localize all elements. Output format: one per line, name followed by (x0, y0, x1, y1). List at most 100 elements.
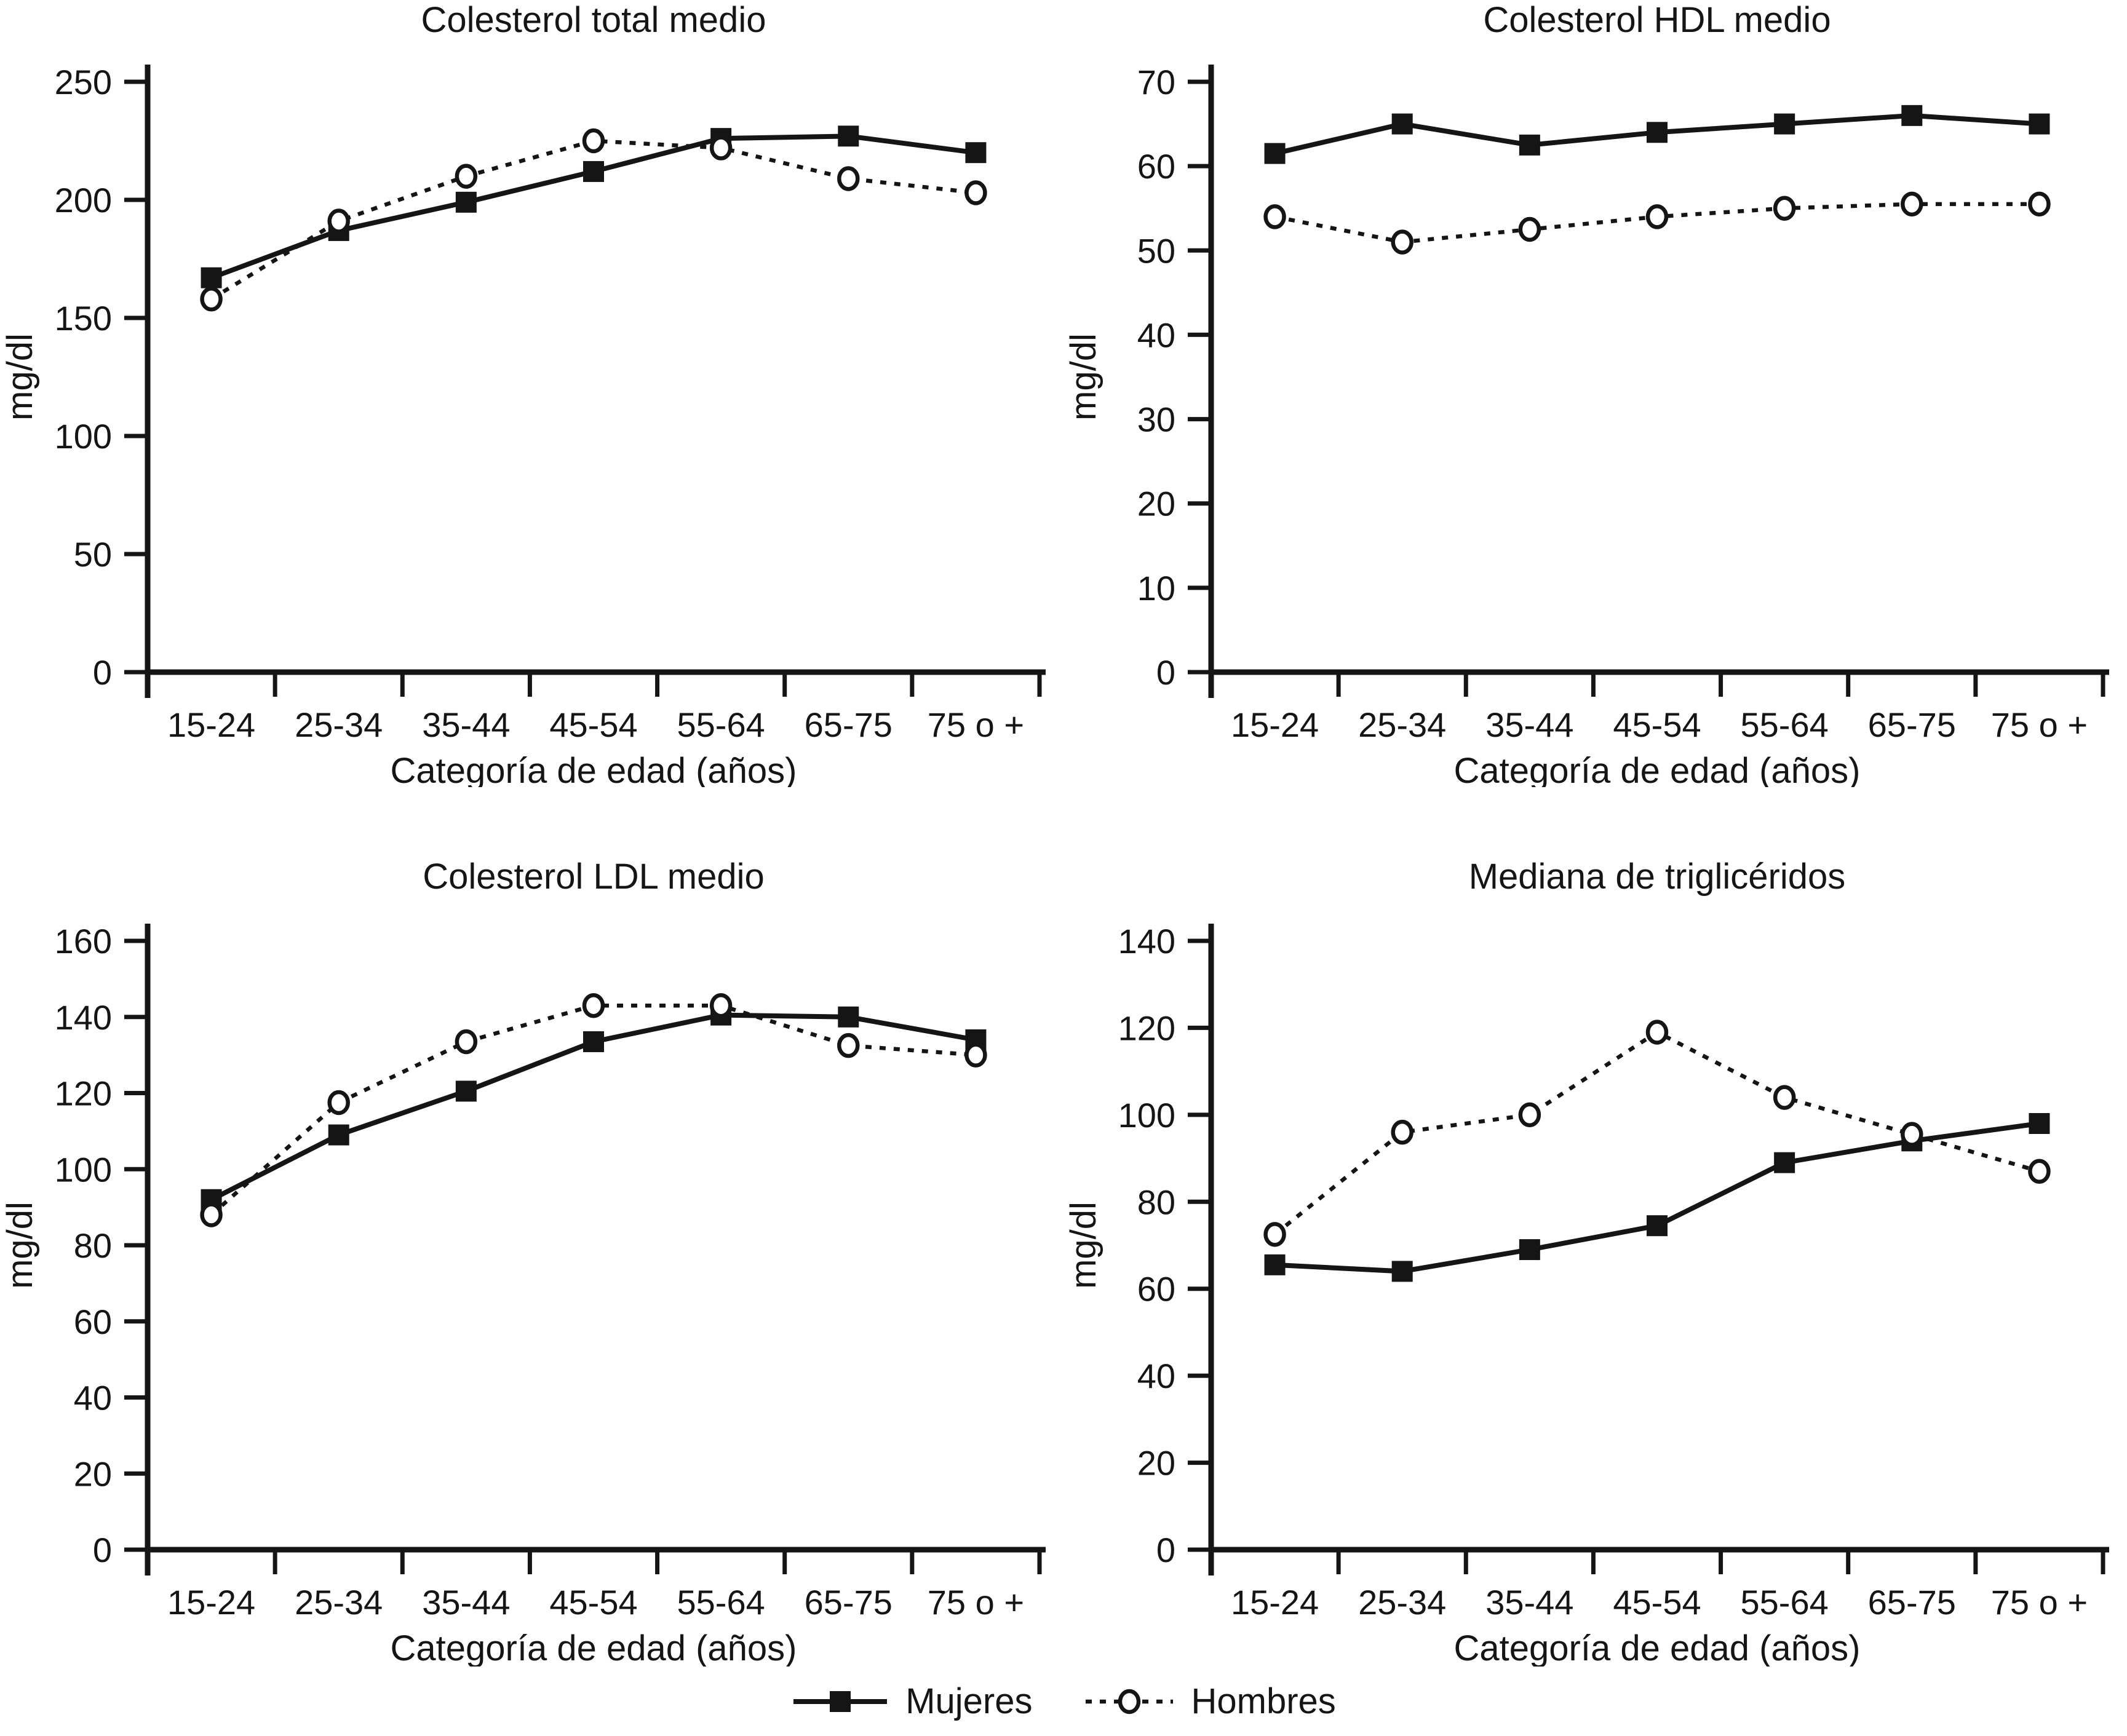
marker-open-circle (1901, 191, 1923, 217)
x-tick-label: 55-64 (1741, 705, 1829, 744)
x-tick-label: 15-24 (1231, 1583, 1319, 1622)
series-line-mujeres (210, 133, 976, 280)
y-axis-label: mg/dl (1064, 333, 1103, 421)
marker-open-circle (1773, 196, 1796, 221)
marker-open-circle (200, 1202, 223, 1227)
chart-colesterol-total-svg: Colesterol total medio mg/dl Categoría de … (0, 0, 1046, 787)
marker-open-circle (709, 135, 733, 161)
y-tick-label: 30 (1137, 400, 1175, 439)
y-tick-label: 100 (55, 417, 112, 456)
y-tick-label: 20 (1137, 1444, 1175, 1483)
y-tick-label: 250 (55, 63, 112, 101)
y-axis-label: mg/dl (1064, 1202, 1103, 1289)
marker-open-circle (1263, 204, 1286, 229)
marker-filled-square (455, 191, 477, 213)
x-tick-label: 55-64 (677, 1583, 765, 1622)
marker-open-circle (837, 166, 860, 191)
chart-panel-colesterol-ldl: Colesterol LDL medio mg/dl Categoría de ed… (0, 787, 1064, 1667)
y-tick-label: 120 (1118, 1009, 1175, 1047)
y-tick-label: 50 (1137, 231, 1175, 270)
x-tick-label: 65-75 (1868, 705, 1956, 744)
x-tick-label: 25-34 (1358, 1583, 1446, 1622)
marker-open-circle (709, 993, 733, 1018)
marker-open-circle (582, 128, 605, 154)
y-tick-label: 140 (55, 998, 112, 1037)
y-tick-label: 10 (1137, 569, 1175, 608)
x-tick-label: 35-44 (422, 705, 510, 744)
y-tick-label: 60 (1137, 1270, 1175, 1309)
legend-label-mujeres: Mujeres (905, 1681, 1033, 1721)
y-tick-label: 50 (74, 535, 112, 574)
marker-filled-square (965, 142, 987, 164)
x-tick-label: 45-54 (549, 705, 637, 744)
marker-open-circle (1645, 204, 1669, 229)
marker-filled-square (328, 1124, 349, 1146)
marker-open-circle (1518, 1102, 1541, 1128)
marker-filled-square (583, 1031, 604, 1052)
marker-open-circle (837, 1032, 860, 1058)
marker-open-circle (1518, 216, 1541, 242)
chart-legend: Mujeres Hombres (0, 1667, 2127, 1736)
chart-colesterol-ldl-svg: Colesterol LDL medio mg/dl Categoría de ed… (0, 857, 1046, 1667)
chart-colesterol-hdl-svg: Colesterol HDL medio mg/dl Categoría de ed… (1064, 0, 2109, 787)
marker-open-circle (964, 1042, 987, 1068)
marker-open-circle (327, 1090, 350, 1116)
marker-open-circle (2028, 191, 2051, 217)
chart-panel-colesterol-total: Colesterol total medio mg/dl Categoría de … (0, 0, 1064, 787)
x-tick-label: 35-44 (1485, 705, 1573, 744)
y-tick-label: 70 (1137, 63, 1175, 101)
x-tick-label: 35-44 (1485, 1583, 1573, 1622)
y-tick-label: 80 (1137, 1183, 1175, 1221)
y-tick-label: 20 (1137, 485, 1175, 523)
marker-filled-square (838, 125, 859, 147)
x-axis-label: Categoría de edad (años) (391, 1628, 797, 1667)
x-tick-label: 55-64 (1741, 1583, 1829, 1622)
marker-filled-square (1901, 105, 1923, 126)
marker-filled-square (1774, 113, 1795, 135)
y-tick-label: 60 (74, 1302, 112, 1341)
x-tick-label: 15-24 (167, 705, 255, 744)
x-tick-label: 65-75 (805, 1583, 893, 1622)
y-axis-label: mg/dl (0, 1202, 40, 1289)
chart-title: Colesterol total medio (421, 0, 766, 40)
x-tick-label: 35-44 (422, 1583, 510, 1622)
y-tick-label: 100 (55, 1150, 112, 1189)
marker-open-circle (964, 180, 987, 205)
series-line-hombres (1273, 1029, 2040, 1236)
chart-title: Mediana de triglicéridos (1469, 857, 1846, 897)
x-tick-label: 15-24 (167, 1583, 255, 1622)
y-tick-label: 20 (74, 1454, 112, 1493)
marker-filled-square (583, 161, 604, 182)
marker-filled-square (838, 1006, 859, 1028)
chart-grid: Colesterol total medio mg/dl Categoría de … (0, 0, 2127, 1667)
x-tick-label: 75 o + (1991, 705, 2088, 744)
x-tick-label: 75 o + (928, 1583, 1024, 1622)
marker-open-circle (1901, 1122, 1923, 1147)
x-tick-label: 25-34 (1358, 705, 1446, 744)
marker-filled-square (2029, 1113, 2050, 1134)
marker-open-circle (455, 1029, 478, 1055)
x-tick-label: 65-75 (805, 705, 893, 744)
y-tick-label: 80 (74, 1226, 112, 1265)
x-tick-label: 55-64 (677, 705, 765, 744)
legend-item-mujeres: Mujeres (791, 1681, 1033, 1722)
y-tick-label: 60 (1137, 147, 1175, 186)
x-axis-label: Categoría de edad (años) (1454, 751, 1861, 787)
marker-filled-square (455, 1080, 477, 1102)
chart-title: Colesterol LDL medio (423, 857, 765, 897)
chart-trigliceridos-svg: Mediana de triglicéridos mg/dl Categoría d… (1064, 857, 2109, 1667)
y-tick-label: 120 (55, 1074, 112, 1113)
y-tick-label: 40 (1137, 315, 1175, 354)
y-tick-label: 150 (55, 299, 112, 338)
legend-hombres-open-circle-icon (1085, 1689, 1173, 1714)
marker-open-circle (1773, 1085, 1796, 1110)
y-tick-label: 40 (1137, 1357, 1175, 1395)
marker-open-circle (582, 993, 605, 1018)
x-tick-label: 45-54 (1613, 705, 1701, 744)
y-axis-label: mg/dl (0, 333, 40, 421)
x-axis-label: Categoría de edad (años) (1454, 1628, 1861, 1667)
chart-panel-colesterol-hdl: Colesterol HDL medio mg/dl Categoría de ed… (1064, 0, 2127, 787)
y-tick-label: 0 (1156, 653, 1175, 692)
marker-filled-square (1647, 1215, 1668, 1237)
